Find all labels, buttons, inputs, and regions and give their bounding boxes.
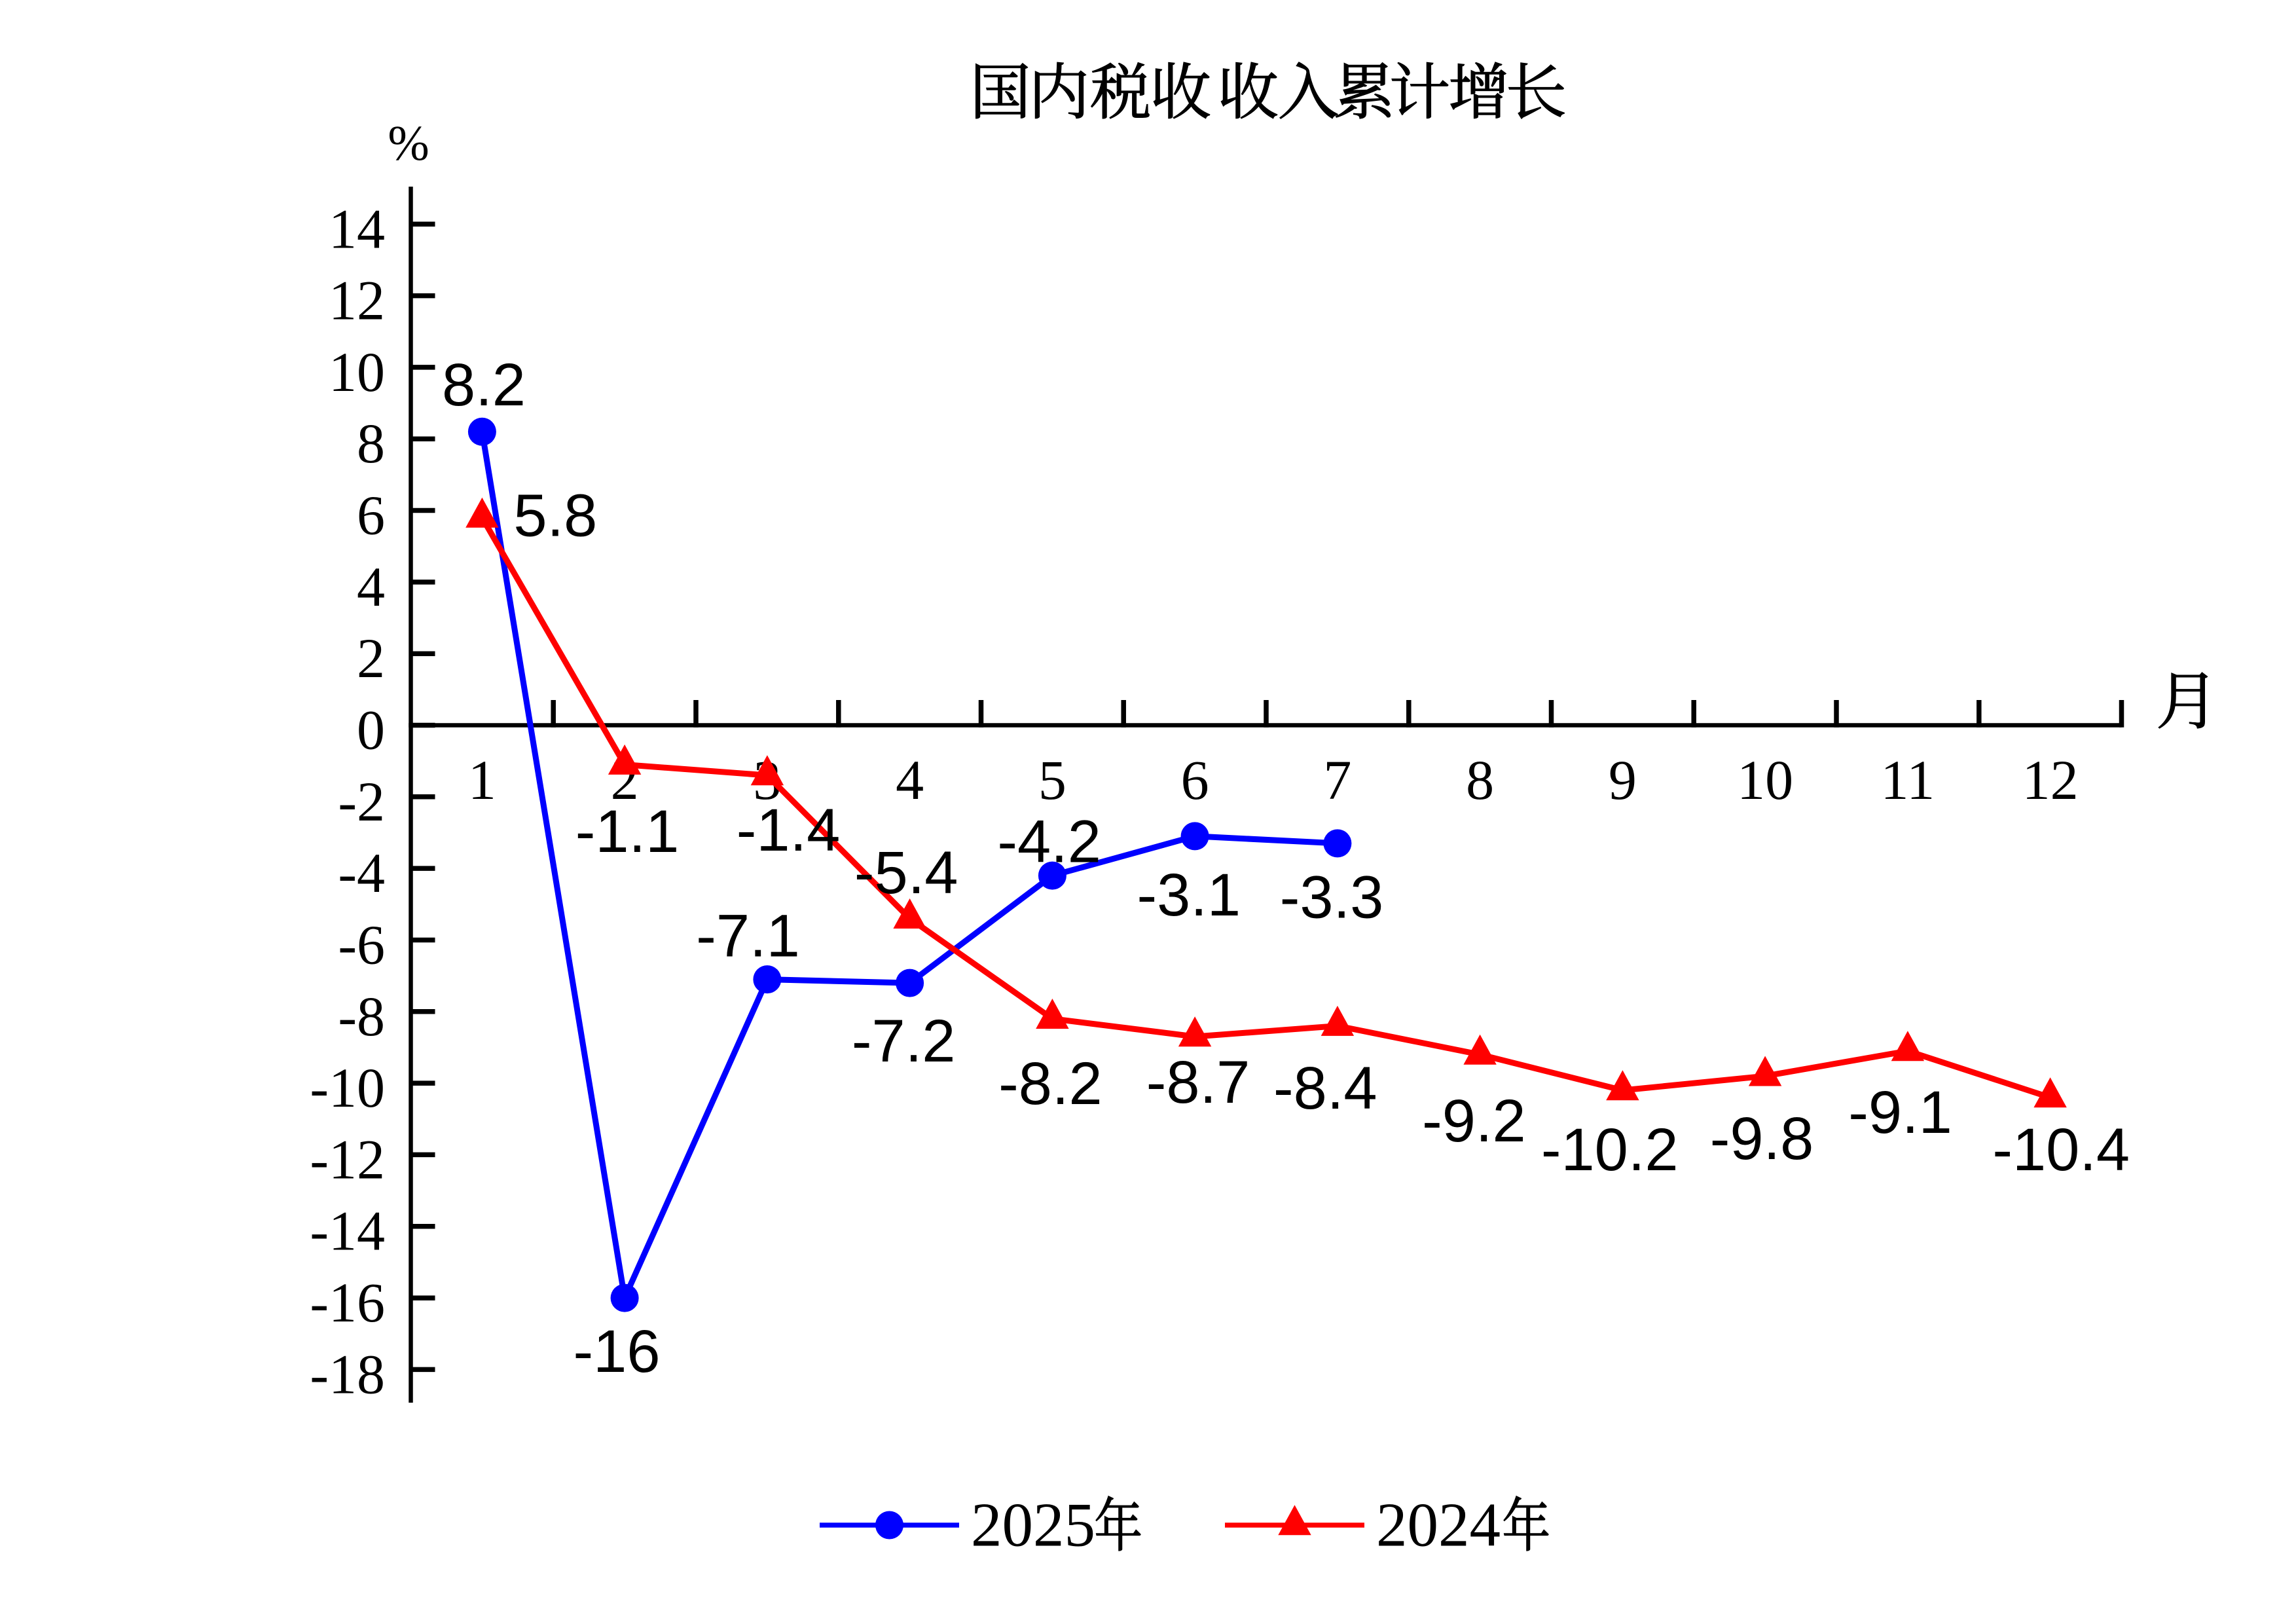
- svg-text:-6: -6: [338, 913, 385, 976]
- svg-text:-3.1: -3.1: [1137, 862, 1241, 929]
- svg-text:10: 10: [329, 341, 385, 403]
- svg-text:6: 6: [1181, 748, 1209, 811]
- svg-text:-9.2: -9.2: [1422, 1088, 1526, 1154]
- svg-text:-8: -8: [338, 985, 385, 1048]
- svg-text:-5.4: -5.4: [854, 840, 958, 906]
- svg-text:1: 1: [468, 748, 496, 811]
- svg-text:0: 0: [357, 699, 385, 762]
- svg-text:-4: -4: [338, 841, 385, 904]
- svg-text:-18: -18: [310, 1342, 385, 1405]
- svg-text:7: 7: [1323, 748, 1351, 811]
- svg-text:-10: -10: [310, 1056, 385, 1119]
- svg-text:-14: -14: [310, 1200, 385, 1263]
- svg-text:-3.3: -3.3: [1280, 864, 1384, 931]
- svg-text:12: 12: [2022, 748, 2079, 811]
- svg-text:4: 4: [357, 555, 385, 618]
- svg-text:-9.8: -9.8: [1710, 1105, 1814, 1172]
- svg-text:-8.4: -8.4: [1273, 1055, 1377, 1122]
- svg-text:-10.2: -10.2: [1541, 1116, 1679, 1183]
- svg-text:14: 14: [329, 197, 385, 260]
- svg-text:-16: -16: [574, 1318, 661, 1385]
- svg-text:-8.7: -8.7: [1146, 1049, 1250, 1116]
- svg-text:2024: 2024: [1376, 1490, 1501, 1560]
- svg-text:8: 8: [1466, 748, 1494, 811]
- svg-text:-7.1: -7.1: [696, 903, 800, 970]
- svg-text:9: 9: [1609, 748, 1637, 811]
- svg-text:-7.2: -7.2: [852, 1008, 956, 1075]
- svg-text:11: 11: [1880, 748, 1935, 811]
- svg-text:8: 8: [357, 412, 385, 475]
- svg-text:-1.4: -1.4: [737, 797, 841, 864]
- svg-text:-1.1: -1.1: [575, 798, 680, 865]
- svg-text:12: 12: [329, 269, 385, 332]
- svg-text:6: 6: [357, 484, 385, 547]
- svg-text:4: 4: [896, 748, 924, 811]
- svg-text:%: %: [388, 116, 429, 171]
- svg-text:5.8: 5.8: [513, 482, 597, 549]
- svg-text:-4.2: -4.2: [997, 809, 1101, 876]
- svg-text:-16: -16: [310, 1271, 385, 1334]
- svg-text:5: 5: [1038, 748, 1066, 811]
- svg-text:8.2: 8.2: [442, 352, 526, 418]
- svg-text:-12: -12: [310, 1128, 385, 1190]
- svg-text:-2: -2: [338, 770, 385, 833]
- svg-text:-9.1: -9.1: [1848, 1079, 1952, 1146]
- svg-text:-10.4: -10.4: [1992, 1116, 2130, 1183]
- svg-text:2: 2: [357, 627, 385, 690]
- svg-text:-8.2: -8.2: [998, 1050, 1102, 1117]
- svg-text:10: 10: [1737, 748, 1793, 811]
- svg-text:2025: 2025: [971, 1490, 1095, 1560]
